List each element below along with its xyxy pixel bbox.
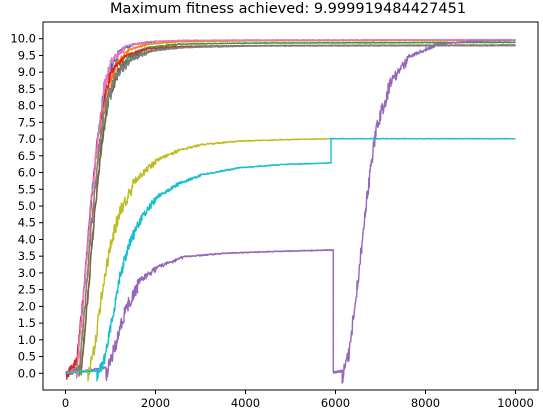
y-tick-label: 10.0 <box>10 32 36 46</box>
y-tick-label: 2.5 <box>18 283 36 297</box>
series-line-2 <box>65 39 516 378</box>
x-tick-label: 2000 <box>141 396 170 410</box>
y-tick-label: 4.5 <box>18 216 36 230</box>
series-line-10 <box>65 137 516 382</box>
x-axis: 0 2000 4000 6000 8000 10000 <box>62 390 534 410</box>
y-tick-label: 9.0 <box>18 65 36 79</box>
y-tick-label: 5.5 <box>18 182 36 196</box>
y-tick-label: 8.5 <box>18 82 36 96</box>
y-tick-label: 5.0 <box>18 199 36 213</box>
series-line-3 <box>65 41 516 376</box>
series-line-5 <box>65 39 516 384</box>
y-tick-label: 0.5 <box>18 350 36 364</box>
series-line-9 <box>65 137 334 382</box>
series-line-7 <box>65 38 516 379</box>
y-axis: 0.0 0.5 1.0 1.5 2.0 2.5 3.0 3.5 4.0 4.5 5.0 5.5 6.0 6… <box>10 32 43 380</box>
y-tick-label: 8.0 <box>18 99 36 113</box>
y-tick-label: 6.5 <box>18 149 36 163</box>
series-line-4 <box>64 44 517 380</box>
y-tick-label: 9.5 <box>18 48 36 62</box>
y-tick-label: 0.0 <box>18 366 36 380</box>
series-line-6 <box>65 44 516 375</box>
y-tick-label: 6.0 <box>18 166 36 180</box>
chart-title: Maximum fitness achieved: 9.999919484427… <box>110 1 466 17</box>
series-line-1 <box>65 39 516 379</box>
series-line-8 <box>65 44 516 377</box>
series-layer <box>64 38 517 384</box>
x-tick-label: 0 <box>62 396 69 410</box>
y-tick-label: 1.5 <box>18 316 36 330</box>
y-tick-label: 2.0 <box>18 299 36 313</box>
y-tick-label: 3.0 <box>18 266 36 280</box>
x-tick-label: 8000 <box>411 396 440 410</box>
y-tick-label: 3.5 <box>18 249 36 263</box>
y-tick-label: 4.0 <box>18 232 36 246</box>
y-tick-label: 7.5 <box>18 115 36 129</box>
y-tick-label: 7.0 <box>18 132 36 146</box>
x-tick-label: 6000 <box>321 396 350 410</box>
x-tick-label: 4000 <box>231 396 260 410</box>
y-tick-label: 1.0 <box>18 333 36 347</box>
x-tick-label: 10000 <box>497 396 534 410</box>
